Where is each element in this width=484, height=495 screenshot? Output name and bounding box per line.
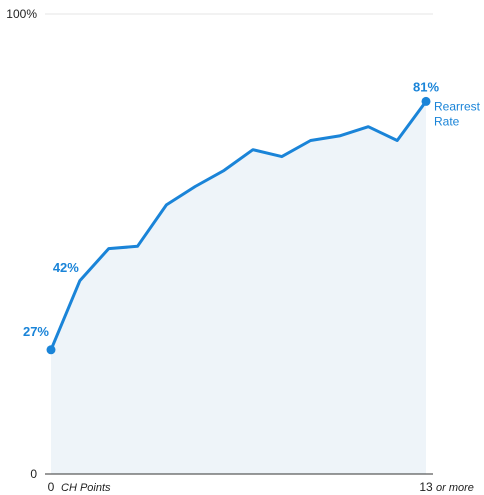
data-label-0: 27% <box>23 324 49 339</box>
data-label-1: 42% <box>53 260 79 275</box>
y-tick-label-100: 100% <box>6 7 37 21</box>
series-label-line-2: Rate <box>434 114 460 128</box>
y-tick-label-0: 0 <box>30 467 37 481</box>
x-tick-label-0: 0 <box>48 480 55 494</box>
data-point-0 <box>46 345 56 355</box>
series-line-rearrest-rate <box>49 99 428 352</box>
x-tick-suffix-0: CH Points <box>61 482 111 494</box>
area-fill <box>51 101 426 475</box>
data-point-13 <box>421 96 431 106</box>
x-tick-suffix-13: or more <box>436 482 474 494</box>
x-tick-label-13: 13 <box>419 480 433 494</box>
series-label-line-1: Rearrest <box>434 99 481 113</box>
data-label-13: 81% <box>413 79 439 94</box>
